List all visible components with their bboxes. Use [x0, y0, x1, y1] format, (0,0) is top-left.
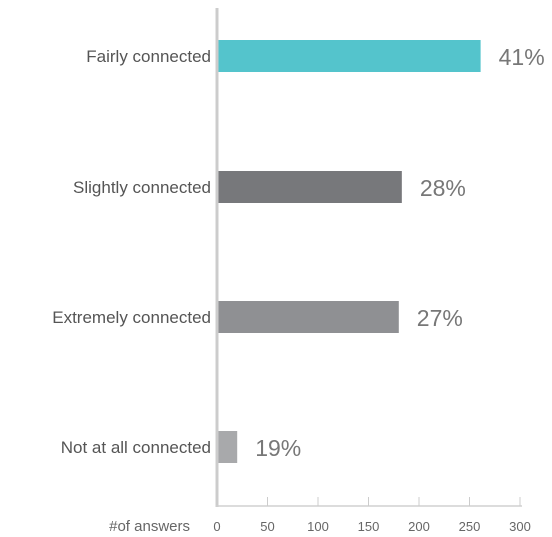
value-label: 28%: [420, 175, 466, 201]
value-label: 19%: [255, 435, 301, 461]
category-label: Fairly connected: [86, 47, 211, 66]
x-tick-label: 0: [213, 519, 220, 534]
category-label: Extremely connected: [52, 308, 211, 327]
category-label: Slightly connected: [73, 178, 211, 197]
x-tick-label: 50: [260, 519, 274, 534]
x-tick-label: 200: [408, 519, 430, 534]
x-tick-label: 150: [358, 519, 380, 534]
value-label: 41%: [499, 44, 545, 70]
value-label: 27%: [417, 305, 463, 331]
bar-fairly-connected: [217, 40, 481, 72]
bar-not-at-all-connected: [217, 431, 238, 463]
x-tick-label: 100: [307, 519, 329, 534]
x-axis-ticks: 0 50 100 150 200 250 300: [213, 497, 531, 534]
x-tick-label: 250: [459, 519, 481, 534]
category-label: Not at all connected: [61, 438, 211, 457]
bars-group: Fairly connected 41% Slightly connected 28%…: [52, 40, 545, 463]
x-tick-label: 300: [509, 519, 531, 534]
bar-slightly-connected: [217, 171, 402, 203]
x-axis-title: #of answers: [109, 518, 190, 535]
bar-extremely-connected: [217, 301, 399, 333]
